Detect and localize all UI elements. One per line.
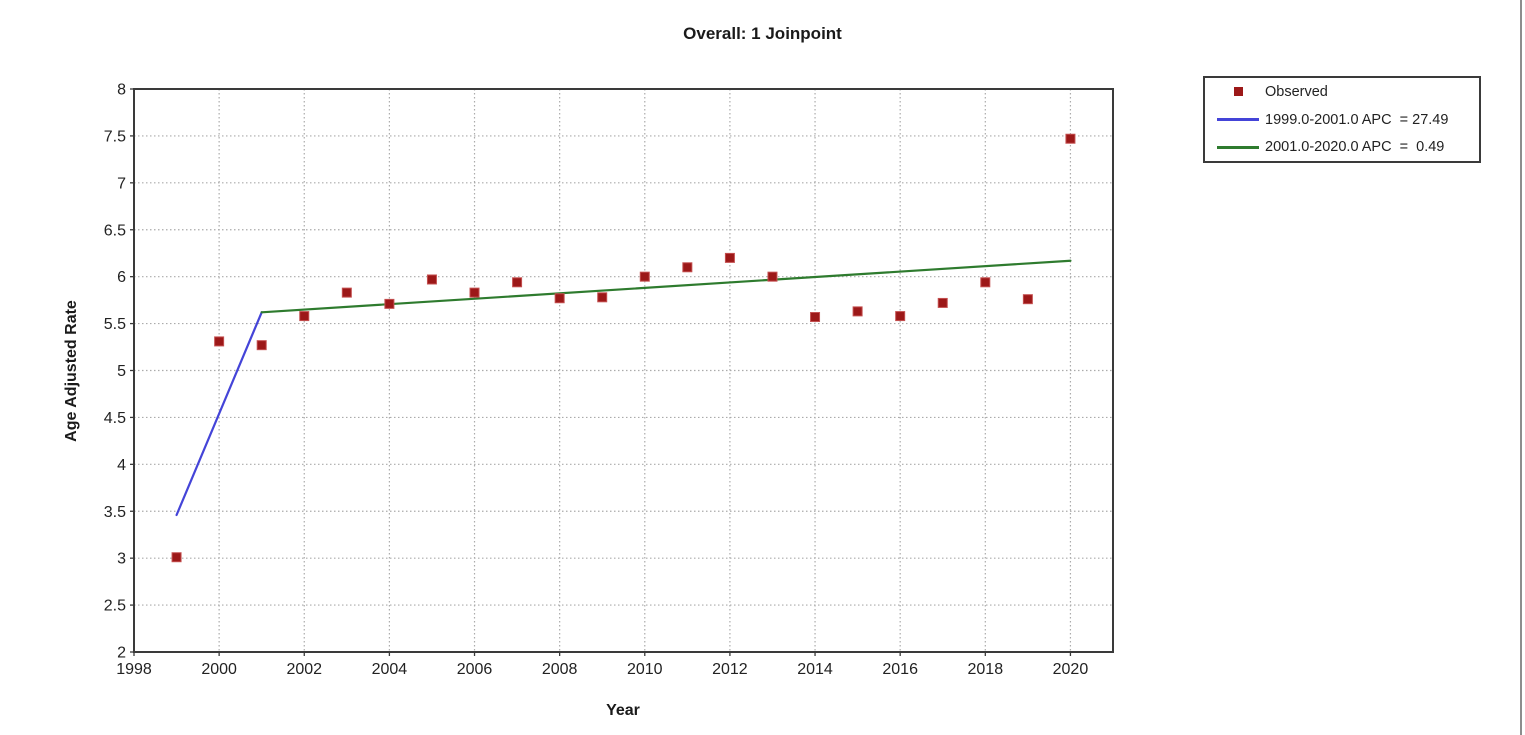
y-tick-label: 4 bbox=[117, 457, 126, 474]
observed-point bbox=[810, 312, 821, 323]
trend-segment-2 bbox=[260, 259, 1072, 314]
plot-frame bbox=[133, 88, 1114, 653]
observed-point bbox=[597, 292, 608, 303]
y-tick-label: 4.5 bbox=[104, 410, 126, 427]
y-tick-label: 6 bbox=[117, 269, 126, 286]
observed-point bbox=[171, 552, 182, 563]
observed-point bbox=[895, 311, 906, 322]
observed-point bbox=[1065, 133, 1076, 144]
x-axis-title: Year bbox=[606, 702, 640, 719]
legend-item-observed: Observed bbox=[1205, 80, 1479, 104]
y-tick-label: 2.5 bbox=[104, 598, 126, 615]
x-tick-label: 2020 bbox=[1053, 661, 1089, 678]
y-tick-label: 3 bbox=[117, 551, 126, 568]
x-tick-label: 2010 bbox=[627, 661, 663, 678]
legend-item-segment-1: 1999.0-2001.0 APC = 27.49 bbox=[1205, 108, 1479, 132]
trend-segment-1 bbox=[175, 311, 263, 517]
observed-point bbox=[426, 274, 437, 285]
y-axis-title: Age Adjusted Rate bbox=[63, 300, 80, 442]
observed-point bbox=[214, 336, 225, 347]
y-tick-label: 2 bbox=[117, 645, 126, 662]
observed-point bbox=[469, 287, 480, 298]
blue-line-icon bbox=[1216, 118, 1260, 121]
x-tick-label: 2016 bbox=[882, 661, 918, 678]
observed-point bbox=[256, 340, 267, 351]
observed-point bbox=[852, 306, 863, 317]
legend-label-segment-2: 2001.0-2020.0 APC = 0.49 bbox=[1265, 139, 1445, 156]
legend-label-observed: Observed bbox=[1265, 83, 1328, 100]
chart-title: Overall: 1 Joinpoint bbox=[683, 24, 842, 43]
observed-point bbox=[767, 271, 778, 282]
legend: Observed 1999.0-2001.0 APC = 27.49 2001.… bbox=[1203, 76, 1481, 163]
y-tick-label: 5.5 bbox=[104, 316, 126, 333]
x-tick-label: 1998 bbox=[116, 661, 152, 678]
x-tick-label: 2014 bbox=[797, 661, 833, 678]
observed-point bbox=[512, 277, 523, 288]
observed-point bbox=[299, 311, 310, 322]
x-tick-label: 2018 bbox=[968, 661, 1004, 678]
x-tick-label: 2008 bbox=[542, 661, 578, 678]
legend-label-segment-1: 1999.0-2001.0 APC = 27.49 bbox=[1265, 111, 1449, 128]
y-tick-label: 5 bbox=[117, 363, 126, 380]
observed-point bbox=[1022, 294, 1033, 305]
window-right-border bbox=[1520, 0, 1522, 735]
y-tick-label: 3.5 bbox=[104, 504, 126, 521]
y-tick-label: 8 bbox=[117, 82, 126, 99]
observed-point bbox=[384, 298, 395, 309]
y-tick-label: 7 bbox=[117, 175, 126, 192]
x-tick-label: 2012 bbox=[712, 661, 748, 678]
observed-point bbox=[980, 277, 991, 288]
observed-point bbox=[554, 293, 565, 304]
observed-point bbox=[724, 252, 735, 263]
observed-point bbox=[682, 262, 693, 273]
observed-point bbox=[341, 287, 352, 298]
x-tick-label: 2000 bbox=[201, 661, 237, 678]
x-tick-label: 2006 bbox=[457, 661, 493, 678]
y-tick-label: 7.5 bbox=[104, 128, 126, 145]
observed-point bbox=[937, 297, 948, 308]
legend-item-segment-2: 2001.0-2020.0 APC = 0.49 bbox=[1205, 135, 1479, 159]
x-tick-label: 2004 bbox=[372, 661, 408, 678]
x-tick-label: 2002 bbox=[286, 661, 322, 678]
y-tick-label: 6.5 bbox=[104, 222, 126, 239]
observed-point bbox=[639, 271, 650, 282]
green-line-icon bbox=[1216, 145, 1260, 149]
observed-marker-icon bbox=[1216, 87, 1260, 97]
